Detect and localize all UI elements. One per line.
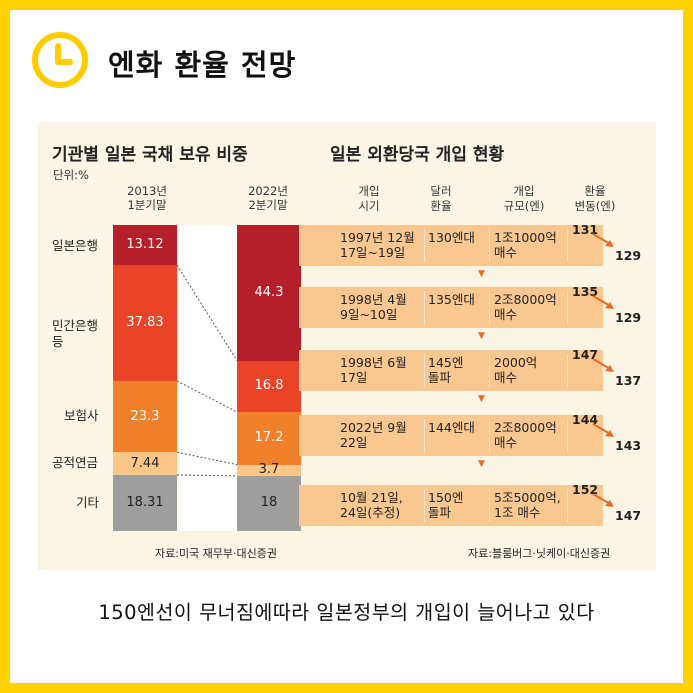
data-label: 17.2	[254, 430, 284, 446]
column-label-2022: 2022년 2분기말	[248, 184, 288, 212]
data-label: 7.44	[130, 455, 160, 471]
data-label: 18.31	[126, 494, 164, 510]
dollar-rate: 135엔대	[428, 292, 475, 307]
column-divider	[567, 354, 568, 387]
column-divider	[567, 291, 568, 324]
bar-segment	[113, 225, 177, 266]
data-label: 3.7	[258, 462, 280, 478]
intervention-scale: 2조8000억 매수	[494, 292, 557, 322]
right-table-title: 일본 외환당국 개입 현황	[330, 145, 505, 165]
intervention-date: 2022년 9월 22일	[340, 420, 407, 450]
category-label: 공적연금	[52, 455, 99, 470]
down-arrow-icon: ▼	[478, 459, 485, 469]
column-divider	[489, 419, 490, 452]
rate-from: 144	[572, 412, 599, 427]
rate-from: 135	[572, 284, 599, 299]
dollar-rate: 145엔 돌파	[428, 355, 464, 385]
intervention-scale: 5조5000억, 1조 매수	[494, 490, 561, 520]
table-row	[299, 350, 603, 391]
bar-segment	[237, 360, 301, 412]
rate-to: 147	[615, 508, 642, 523]
dollar-rate: 130엔대	[428, 230, 475, 245]
rate-from: 147	[572, 347, 599, 362]
table-header: 개입 규모(엔)	[503, 184, 545, 213]
rate-to: 137	[615, 373, 642, 388]
table-header: 환율 변동(엔)	[574, 184, 616, 213]
bar-gap	[179, 225, 237, 531]
column-divider	[424, 291, 425, 324]
left-source: 자료:미국 재무부·대신증권	[155, 547, 278, 560]
column-divider	[424, 489, 425, 522]
intervention-scale: 2000억 매수	[494, 355, 538, 385]
column-divider	[567, 419, 568, 452]
dollar-rate: 144엔대	[428, 420, 475, 435]
bar-segment	[237, 411, 301, 465]
category-label: 보험사	[64, 408, 99, 423]
category-label: 기타	[76, 495, 100, 510]
column-label-2013: 2013년 1분기말	[127, 184, 167, 212]
page-title: 엔화 환율 전망	[108, 48, 297, 82]
down-arrow-icon: ▼	[478, 394, 485, 404]
table-header: 개입 시기	[358, 184, 380, 213]
data-label: 13.12	[126, 237, 164, 253]
intervention-scale: 1조1000억 매수	[494, 230, 557, 260]
rate-change-arrow-icon	[592, 295, 614, 309]
category-label: 일본은행	[52, 238, 99, 253]
bar-segment	[237, 464, 301, 476]
table-row	[299, 485, 603, 526]
caption: 150엔선이 무너짐에따라 일본정부의 개입이 늘어나고 있다	[98, 601, 595, 624]
rate-to: 143	[615, 438, 642, 453]
rate-from: 152	[572, 482, 599, 497]
bar-segment	[113, 380, 177, 453]
table-header: 달러 환율	[430, 184, 452, 213]
data-label: 16.8	[254, 378, 284, 394]
left-chart-title: 기관별 일본 국채 보유 비중	[52, 145, 248, 165]
data-label: 37.83	[126, 315, 164, 331]
intervention-date: 10월 21일, 24일(추정)	[340, 490, 403, 520]
intervention-date: 1997년 12월 17일~19일	[340, 230, 415, 260]
data-label: 23.3	[130, 408, 160, 424]
intervention-scale: 2조8000억 매수	[494, 420, 557, 450]
intervention-date: 1998년 4월 9일~10일	[340, 292, 407, 322]
rate-change-arrow-icon	[592, 493, 614, 507]
column-divider	[567, 489, 568, 522]
down-arrow-icon: ▼	[478, 269, 485, 279]
unit-label: 단위:%	[53, 168, 89, 182]
bar-segment	[113, 452, 177, 475]
rate-from: 131	[572, 222, 599, 237]
category-label: 민간은행 등	[52, 318, 99, 349]
column-divider	[489, 354, 490, 387]
rate-change-arrow-icon	[592, 423, 614, 437]
bar-segment	[237, 475, 301, 531]
table-row	[299, 415, 603, 456]
bar-segment	[237, 225, 301, 361]
column-divider	[489, 229, 490, 262]
data-label: 44.3	[254, 284, 284, 300]
down-arrow-icon: ▼	[478, 331, 485, 341]
rate-to: 129	[615, 310, 642, 325]
rate-change-arrow-icon	[592, 358, 614, 372]
rate-change-arrow-icon	[592, 233, 614, 247]
dollar-rate: 150엔 돌파	[428, 490, 464, 520]
data-label: 18	[260, 495, 278, 511]
column-divider	[424, 419, 425, 452]
column-divider	[489, 291, 490, 324]
table-row	[299, 225, 603, 266]
clock-icon	[32, 32, 88, 88]
column-divider	[489, 489, 490, 522]
table-row	[299, 287, 603, 328]
bar-segment	[113, 474, 177, 531]
column-divider	[424, 354, 425, 387]
intervention-date: 1998년 6월 17일	[340, 355, 407, 385]
column-divider	[567, 229, 568, 262]
right-source: 자료:블룸버그·닛케이·대신증권	[468, 547, 611, 560]
column-divider	[424, 229, 425, 262]
rate-to: 129	[615, 248, 642, 263]
bar-segment	[113, 265, 177, 381]
